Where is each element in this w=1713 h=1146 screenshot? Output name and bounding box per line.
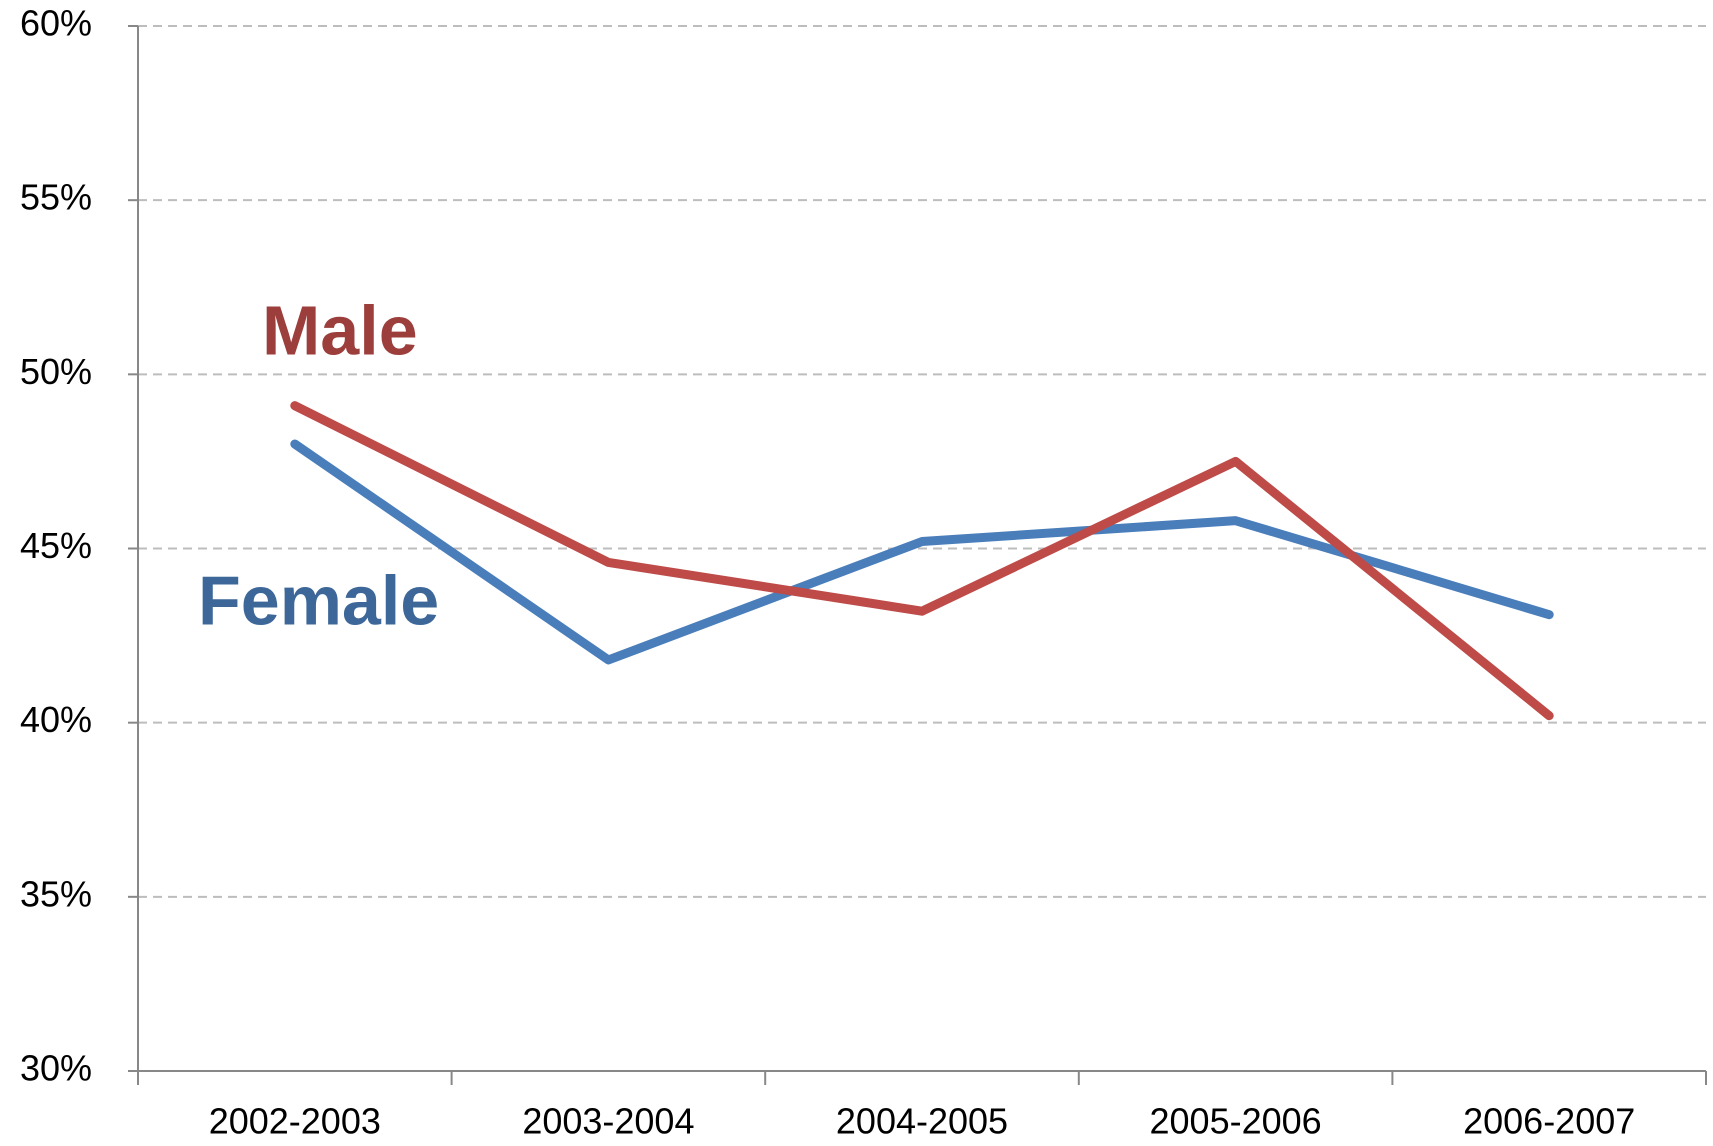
series-label: Male	[262, 291, 418, 369]
x-tick-label: 2004-2005	[836, 1101, 1008, 1142]
x-tick-label: 2002-2003	[209, 1101, 381, 1142]
x-tick-label: 2005-2006	[1150, 1101, 1322, 1142]
x-tick-label: 2006-2007	[1463, 1101, 1635, 1142]
series-line	[290, 439, 1554, 665]
series-line	[290, 401, 1554, 721]
series-label: Female	[198, 561, 439, 639]
y-tick-label: 45%	[20, 525, 92, 566]
y-tick-label: 60%	[20, 3, 92, 44]
y-tick-label: 55%	[20, 177, 92, 218]
y-tick-label: 35%	[20, 873, 92, 914]
y-tick-label: 40%	[20, 699, 92, 740]
y-tick-label: 30%	[20, 1048, 92, 1089]
y-tick-label: 50%	[20, 351, 92, 392]
x-tick-label: 2003-2004	[522, 1101, 694, 1142]
